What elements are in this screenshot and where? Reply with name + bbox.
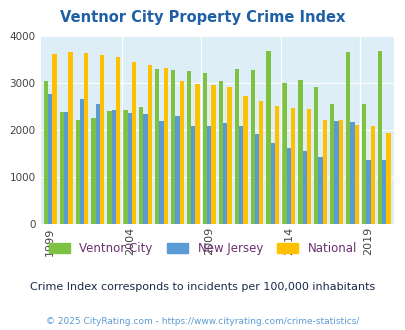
Text: Crime Index corresponds to incidents per 100,000 inhabitants: Crime Index corresponds to incidents per…	[30, 282, 375, 292]
Bar	[96, 104, 100, 224]
Bar	[179, 82, 183, 224]
Bar	[75, 119, 80, 224]
Bar	[350, 122, 354, 224]
Bar	[191, 126, 195, 224]
Bar	[266, 51, 270, 224]
Bar	[345, 52, 350, 224]
Bar	[318, 157, 322, 224]
Bar	[207, 126, 211, 224]
Bar	[64, 113, 68, 224]
Bar	[91, 118, 96, 224]
Bar	[100, 55, 104, 224]
Bar	[195, 84, 199, 224]
Bar	[361, 104, 365, 224]
Bar	[44, 81, 48, 224]
Bar	[155, 69, 159, 224]
Text: Ventnor City Property Crime Index: Ventnor City Property Crime Index	[60, 10, 345, 25]
Bar	[234, 69, 238, 224]
Bar	[377, 51, 381, 224]
Bar	[274, 106, 279, 224]
Bar	[127, 114, 132, 224]
Bar	[313, 86, 318, 224]
Bar	[290, 108, 294, 224]
Bar	[123, 110, 127, 224]
Text: © 2025 CityRating.com - https://www.cityrating.com/crime-statistics/: © 2025 CityRating.com - https://www.city…	[46, 317, 359, 326]
Bar	[111, 110, 116, 224]
Bar	[365, 160, 370, 224]
Bar	[107, 111, 111, 224]
Bar	[68, 52, 72, 224]
Bar	[211, 85, 215, 224]
Bar	[281, 83, 286, 224]
Bar	[329, 104, 334, 224]
Bar	[298, 80, 302, 224]
Bar	[143, 115, 147, 224]
Bar	[202, 74, 207, 224]
Bar	[302, 151, 306, 224]
Bar	[52, 54, 56, 224]
Bar	[48, 94, 52, 224]
Bar	[139, 107, 143, 224]
Bar	[80, 99, 84, 224]
Bar	[270, 143, 274, 224]
Bar	[370, 126, 374, 224]
Bar	[163, 68, 168, 224]
Bar	[238, 126, 243, 224]
Bar	[175, 116, 179, 224]
Bar	[222, 123, 227, 224]
Bar	[286, 148, 290, 224]
Bar	[60, 113, 64, 224]
Bar	[116, 57, 120, 224]
Bar	[243, 96, 247, 224]
Bar	[338, 120, 342, 224]
Bar	[254, 134, 258, 224]
Bar	[171, 70, 175, 224]
Bar	[147, 65, 152, 224]
Bar	[381, 160, 386, 224]
Bar	[159, 121, 163, 224]
Bar	[84, 53, 88, 224]
Bar	[306, 109, 310, 224]
Bar	[227, 87, 231, 224]
Bar	[386, 133, 390, 224]
Bar	[354, 125, 358, 224]
Bar	[322, 119, 326, 224]
Bar	[218, 82, 222, 224]
Bar	[186, 71, 191, 224]
Bar	[250, 70, 254, 224]
Bar	[334, 121, 338, 224]
Bar	[258, 101, 263, 224]
Bar	[132, 62, 136, 224]
Legend: Ventnor City, New Jersey, National: Ventnor City, New Jersey, National	[49, 242, 356, 255]
